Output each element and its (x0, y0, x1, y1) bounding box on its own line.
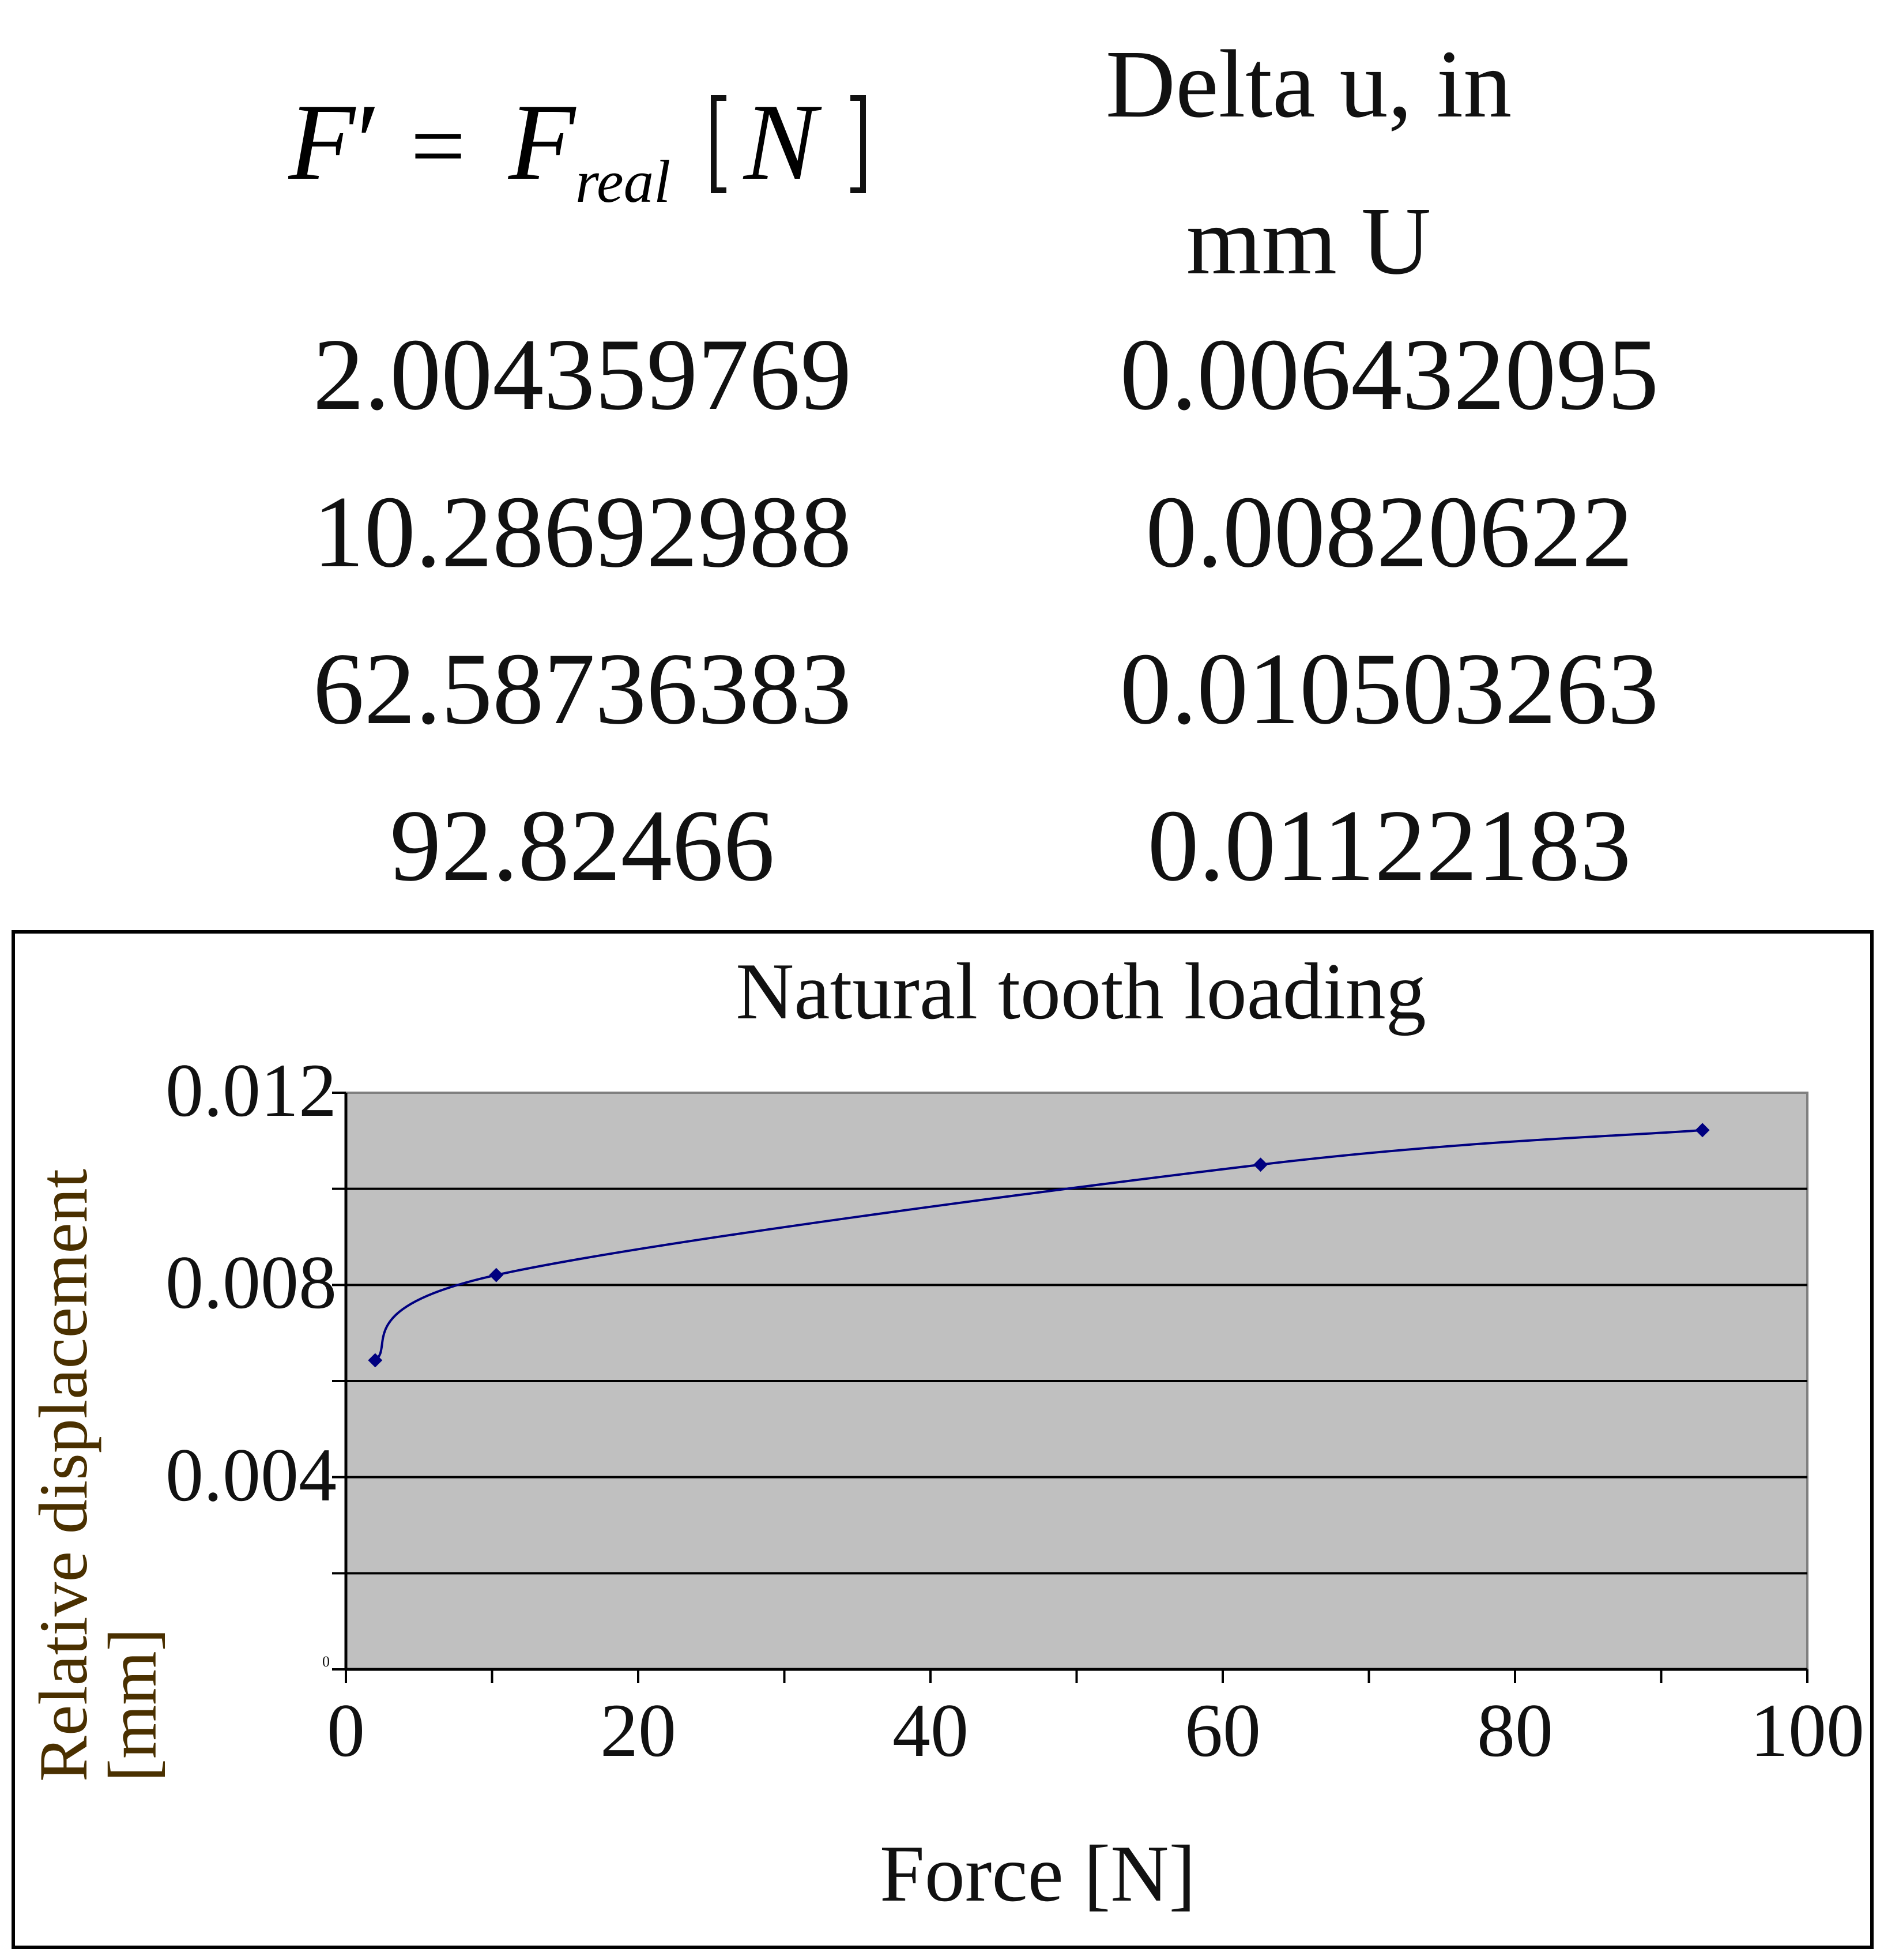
x-tick-label: 60 (1185, 1688, 1261, 1773)
x-tick-label: 100 (1750, 1688, 1864, 1773)
y-tick-label: 0.008 (165, 1240, 337, 1325)
formula-glyphs: F ′ = F real N (288, 82, 866, 213)
table-cell-delta: 0.00820622 (1146, 475, 1633, 589)
data-point-marker (368, 1353, 383, 1368)
table-cell-force: 10.28692988 (312, 475, 852, 589)
formula-unit: N (743, 82, 822, 203)
x-axis-label: Force [N] (879, 1829, 1196, 1918)
formula-lhs: F (288, 82, 356, 203)
x-tick-label: 0 (327, 1688, 365, 1773)
formula-equals: = (410, 92, 466, 200)
y-tick-label: 0.004 (165, 1432, 337, 1517)
table-cell-force: 92.82466 (390, 788, 775, 902)
chart-title: Natural tooth loading (736, 947, 1426, 1036)
table-cell-force: 62.58736383 (312, 631, 852, 746)
data-point-marker (1253, 1157, 1268, 1172)
table-cell-delta: 0.006432095 (1120, 317, 1659, 431)
table-cell-delta: 0.01122183 (1147, 788, 1631, 902)
formula-rhs: F (507, 82, 576, 203)
data-point-marker (489, 1267, 504, 1282)
data-point-marker (1695, 1123, 1710, 1138)
force-column-header: F ′ = F real N (288, 75, 899, 213)
y-axis-label-line1: Relative displacement (25, 1169, 101, 1782)
x-tick-label: 40 (892, 1688, 969, 1773)
table-cell-force: 2.004359769 (312, 317, 852, 431)
y-tick-label: 0 (322, 1653, 330, 1670)
chart-frame (12, 930, 1874, 1949)
formula-right-bracket (850, 95, 866, 193)
formula-prime: ′ (356, 82, 380, 203)
formula-subscript: real (575, 148, 670, 213)
delta-header-line2: mm U (1186, 187, 1431, 295)
x-tick-label: 20 (600, 1688, 676, 1773)
x-tick-label: 80 (1477, 1688, 1553, 1773)
series-line (374, 1128, 1703, 1361)
delta-header-line1: Delta u, in (1105, 31, 1512, 138)
y-tick-label: 0.012 (165, 1048, 337, 1133)
delta-column-header: Delta u, in mm U (992, 6, 1626, 319)
table-cell-delta: 0.010503263 (1120, 631, 1659, 746)
formula-left-bracket (711, 95, 726, 193)
